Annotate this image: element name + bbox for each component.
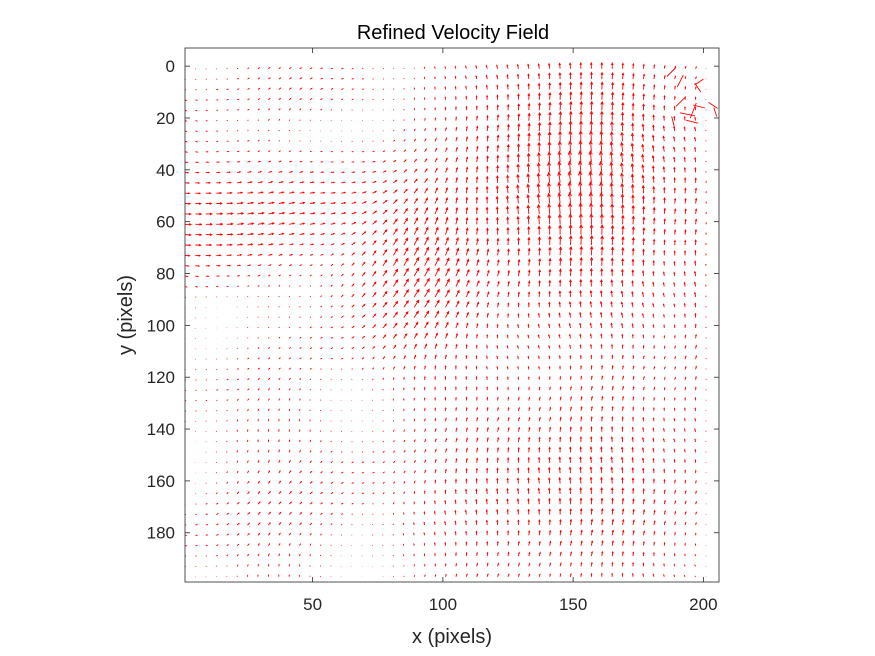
y-tick-label: 0 bbox=[166, 57, 175, 76]
y-tick-label: 140 bbox=[147, 420, 175, 439]
chart-title: Refined Velocity Field bbox=[357, 22, 549, 44]
y-tick-label: 100 bbox=[147, 316, 175, 335]
y-tick-label: 120 bbox=[147, 368, 175, 387]
y-tick-label: 160 bbox=[147, 472, 175, 491]
y-tick-label: 80 bbox=[156, 265, 175, 284]
x-axis-label: x (pixels) bbox=[412, 626, 492, 648]
x-tick-label: 100 bbox=[429, 595, 457, 614]
y-tick-label: 180 bbox=[147, 524, 175, 543]
y-tick-label: 60 bbox=[156, 213, 175, 232]
x-axis-ticks: 50 100 150 200 bbox=[303, 48, 718, 614]
plot-area bbox=[185, 48, 719, 582]
x-tick-label: 200 bbox=[689, 595, 717, 614]
y-axis-ticks: 0 20 40 60 80 100 120 140 160 180 bbox=[147, 57, 719, 543]
quiver-arrow-corner-cluster bbox=[666, 67, 718, 129]
x-tick-label: 150 bbox=[559, 595, 587, 614]
y-axis-label: y (pixels) bbox=[115, 275, 137, 355]
y-tick-label: 40 bbox=[156, 161, 175, 180]
y-tick-label: 20 bbox=[156, 109, 175, 128]
x-tick-label: 50 bbox=[303, 595, 322, 614]
axes-box bbox=[184, 47, 720, 583]
